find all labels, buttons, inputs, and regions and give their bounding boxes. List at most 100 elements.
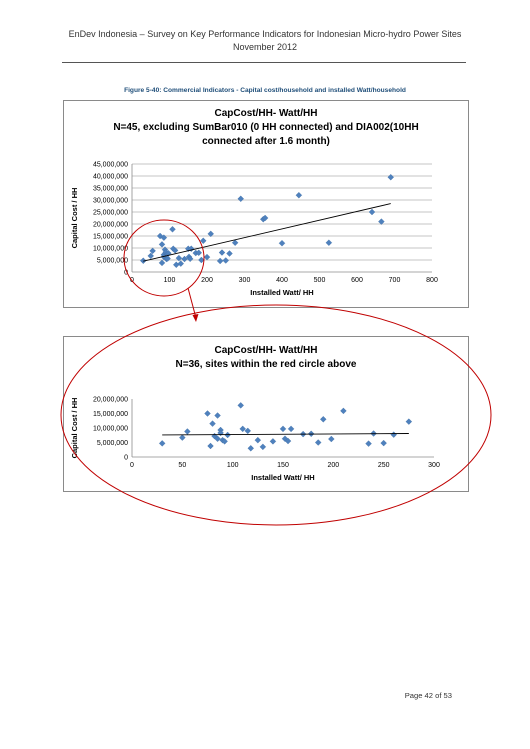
data-point-marker xyxy=(164,255,171,262)
y-tick-label: 5,000,000 xyxy=(97,258,128,265)
x-tick-label: 500 xyxy=(314,277,326,284)
x-tick-label: 150 xyxy=(277,462,289,469)
data-point-marker xyxy=(195,249,202,257)
data-point-marker xyxy=(214,412,221,419)
data-point-marker xyxy=(216,257,224,265)
chart-1-frame: CapCost/HH- Watt/HH N=45, excluding SumBa… xyxy=(63,100,469,308)
x-tick-label: 400 xyxy=(276,277,288,284)
data-point-marker xyxy=(169,226,176,233)
data-point-marker xyxy=(204,410,211,417)
y-tick-label: 10,000,000 xyxy=(93,426,128,433)
page-number: Page 42 of 53 xyxy=(404,691,452,700)
y-tick-label: 40,000,000 xyxy=(93,174,128,181)
data-point-marker xyxy=(244,427,251,435)
header-divider xyxy=(62,62,466,63)
data-point-marker xyxy=(315,439,322,446)
data-point-marker xyxy=(284,437,292,445)
y-tick-label: 10,000,000 xyxy=(93,246,128,253)
data-point-marker xyxy=(207,442,214,450)
data-point-marker xyxy=(222,257,229,264)
data-point-marker xyxy=(320,416,327,423)
data-point-marker xyxy=(287,425,295,433)
y-tick-label: 0 xyxy=(124,270,128,277)
data-point-marker xyxy=(295,191,303,199)
x-tick-label: 800 xyxy=(426,277,438,284)
data-point-marker xyxy=(237,195,244,203)
y-tick-label: 0 xyxy=(124,455,128,462)
y-tick-label: 20,000,000 xyxy=(93,222,128,229)
y-tick-label: 25,000,000 xyxy=(93,210,128,217)
data-point-marker xyxy=(237,402,244,409)
zoom-ellipse-large xyxy=(60,304,492,526)
chart-title-line: N=36, sites within the red circle above xyxy=(176,359,357,370)
chart-2-frame: CapCost/HH- Watt/HH N=36, sites within th… xyxy=(63,336,469,492)
x-tick-label: 100 xyxy=(164,277,176,284)
x-tick-label: 200 xyxy=(327,462,339,469)
data-point-marker xyxy=(158,241,166,248)
data-point-marker xyxy=(365,440,372,447)
data-point-marker xyxy=(214,435,221,442)
data-point-marker xyxy=(247,445,254,452)
data-point-marker xyxy=(378,218,385,225)
y-tick-label: 45,000,000 xyxy=(93,162,128,169)
data-point-marker xyxy=(207,230,214,238)
data-point-marker xyxy=(387,173,394,181)
data-point-marker xyxy=(340,407,347,415)
data-point-marker xyxy=(181,255,188,263)
x-axis-title: Installed Watt/ HH xyxy=(250,288,313,297)
data-point-marker xyxy=(186,255,194,263)
data-point-marker xyxy=(140,257,147,264)
data-point-marker xyxy=(179,434,186,441)
data-point-marker xyxy=(198,256,205,264)
chart-title-line: CapCost/HH- Watt/HH xyxy=(215,345,318,356)
data-point-marker xyxy=(160,234,168,241)
zoom-arrow-line xyxy=(187,287,197,319)
data-point-marker xyxy=(259,443,267,451)
y-tick-label: 30,000,000 xyxy=(93,198,128,205)
y-tick-label: 15,000,000 xyxy=(93,234,128,241)
data-point-marker xyxy=(200,237,207,245)
data-point-marker xyxy=(279,425,287,433)
data-point-marker xyxy=(147,252,154,260)
data-point-marker xyxy=(380,439,387,447)
y-tick-label: 5,000,000 xyxy=(97,440,128,447)
data-point-marker xyxy=(368,208,376,216)
chart-title-line: N=45, excluding SumBar010 (0 HH connecte… xyxy=(113,122,418,133)
x-axis-title: Installed Watt/ HH xyxy=(251,473,314,482)
chart-title-line: CapCost/HH- Watt/HH xyxy=(215,108,318,119)
chart-title-line: connected after 1.6 month) xyxy=(202,136,330,147)
data-point-marker xyxy=(209,420,216,427)
zoom-arrow-head xyxy=(192,314,199,322)
data-point-marker xyxy=(175,254,183,262)
data-point-marker xyxy=(261,214,269,222)
data-point-marker xyxy=(221,438,228,445)
data-point-marker xyxy=(231,239,239,246)
data-point-marker xyxy=(203,253,211,261)
x-tick-label: 100 xyxy=(227,462,239,469)
y-tick-label: 20,000,000 xyxy=(93,397,128,404)
y-tick-label: 15,000,000 xyxy=(93,411,128,418)
x-tick-label: 300 xyxy=(239,277,251,284)
data-point-marker xyxy=(218,249,226,256)
y-axis-title: Capital Cost / HH xyxy=(70,398,79,459)
x-tick-label: 250 xyxy=(378,462,390,469)
y-axis-title: Capital Cost / HH xyxy=(70,188,79,249)
trendline xyxy=(143,203,391,262)
chart-2-svg: CapCost/HH- Watt/HH N=36, sites within th… xyxy=(70,345,440,482)
data-point-marker xyxy=(158,259,166,267)
x-tick-label: 600 xyxy=(351,277,363,284)
document-header-date: November 2012 xyxy=(232,42,298,52)
data-point-marker xyxy=(269,438,277,445)
data-point-marker xyxy=(328,435,335,443)
data-point-marker xyxy=(254,436,262,444)
data-point-marker xyxy=(405,418,413,425)
data-point-marker xyxy=(239,425,246,433)
data-point-marker xyxy=(158,440,166,447)
data-point-marker xyxy=(177,260,184,267)
document-header-title: EnDev Indonesia – Survey on Key Performa… xyxy=(68,29,462,39)
data-point-marker xyxy=(149,247,156,255)
x-tick-label: 300 xyxy=(428,462,440,469)
x-tick-label: 0 xyxy=(130,462,134,469)
x-tick-label: 200 xyxy=(201,277,213,284)
